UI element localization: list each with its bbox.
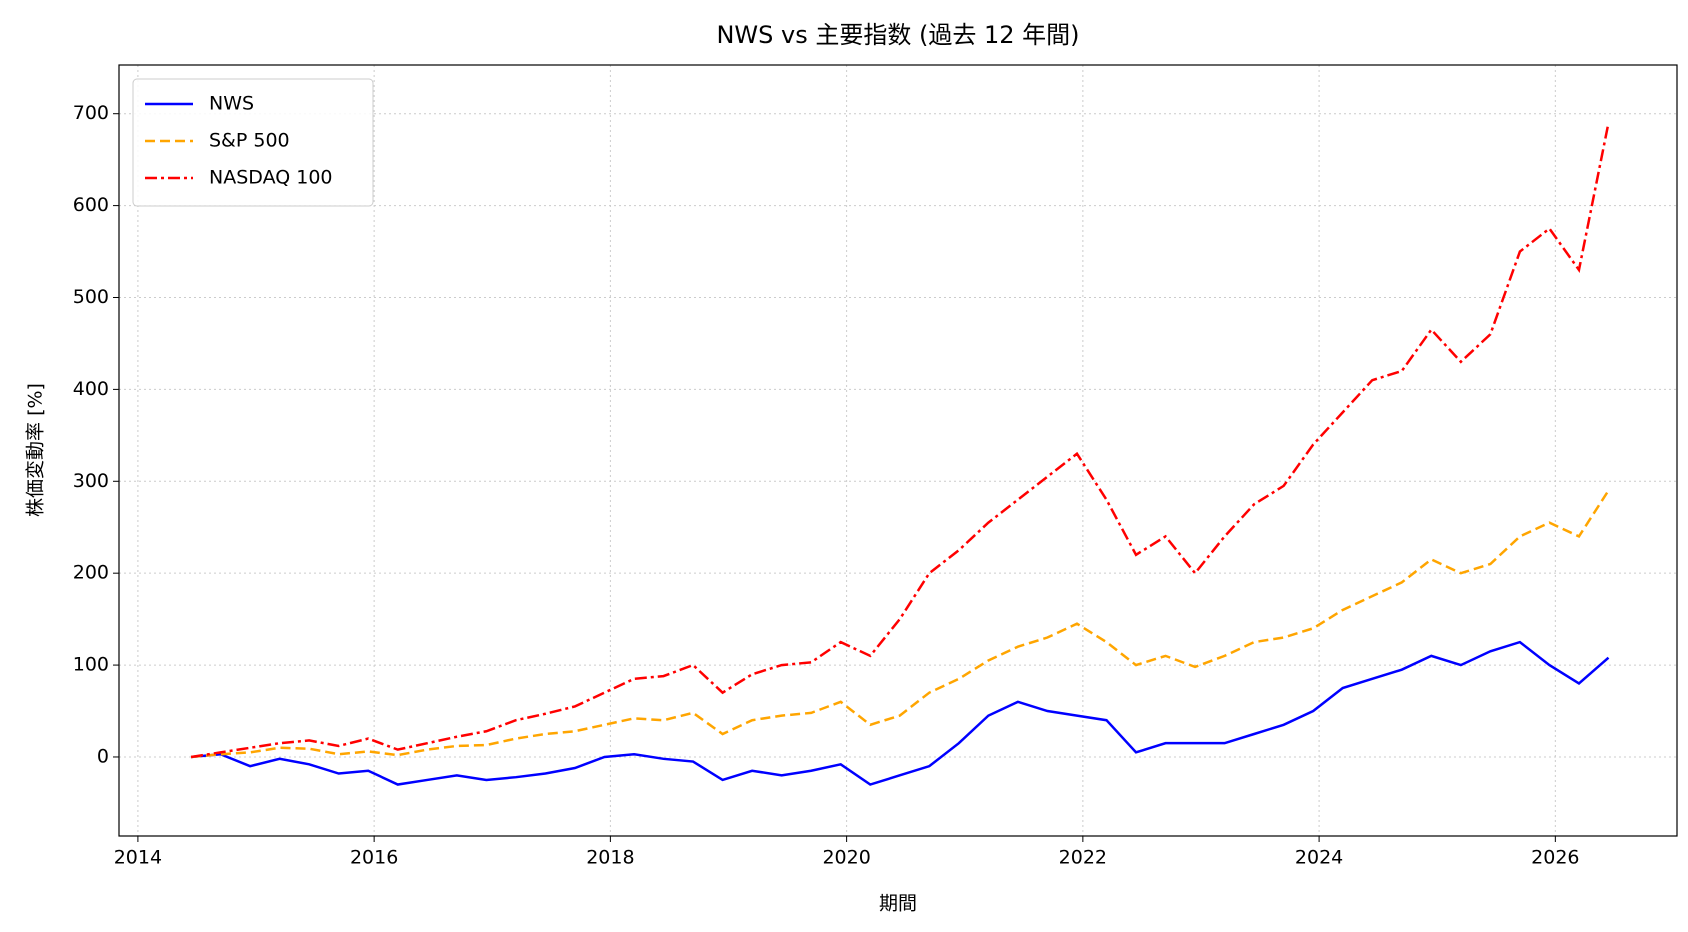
x-tick-label: 2014: [114, 847, 162, 869]
legend-box: [132, 78, 374, 207]
legend-label: NWS: [209, 93, 254, 115]
x-tick-label: 2016: [350, 847, 398, 869]
x-tick-label: 2022: [1059, 847, 1107, 869]
y-tick-label: 100: [73, 654, 109, 676]
legend-label: S&P 500: [209, 130, 290, 152]
data-line: [190, 122, 1610, 759]
y-tick-label: 0: [97, 745, 109, 767]
y-tick-label: 500: [73, 286, 109, 308]
x-tick-label: 2024: [1295, 847, 1343, 869]
data-line: [190, 489, 1610, 759]
x-tick-label: 2020: [822, 847, 870, 869]
y-axis-label: 株価変動率 [%]: [25, 383, 47, 517]
x-tick-label: 2026: [1531, 847, 1579, 869]
y-tick-label: 400: [73, 378, 109, 400]
y-tick-label: 700: [73, 102, 109, 124]
y-tick-label: 600: [73, 194, 109, 216]
plot-frame: [118, 64, 1678, 837]
y-tick-label: 300: [73, 470, 109, 492]
chart-title: NWS vs 主要指数 (過去 12 年間): [716, 21, 1079, 49]
legend-label: NASDAQ 100: [209, 167, 333, 189]
data-line: [190, 640, 1610, 786]
x-axis-label: 期間: [879, 893, 917, 915]
y-tick-label: 200: [73, 562, 109, 584]
x-tick-label: 2018: [586, 847, 634, 869]
